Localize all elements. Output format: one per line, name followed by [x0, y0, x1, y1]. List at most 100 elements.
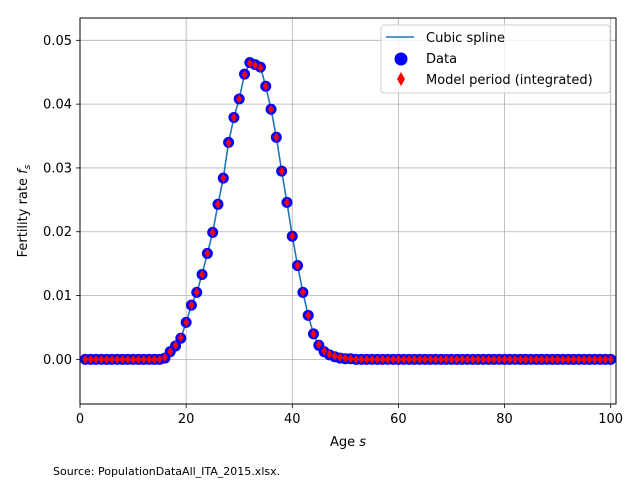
x-axis-ticks: 0 20 40 60 80 100: [76, 404, 623, 427]
model-point: [411, 354, 418, 364]
model-point: [114, 354, 121, 364]
model-point: [427, 354, 434, 364]
model-point: [92, 354, 99, 364]
x-tick-label: 0: [76, 412, 84, 427]
model-point: [230, 113, 237, 123]
legend-data-swatch: [394, 52, 408, 66]
model-point: [310, 329, 317, 339]
model-points-layer: [82, 58, 614, 364]
model-point: [384, 354, 391, 364]
y-axis-ticks: 0.00 0.01 0.02 0.03 0.04 0.05: [43, 34, 80, 368]
model-point: [145, 354, 152, 364]
model-point: [199, 269, 206, 279]
model-point: [559, 354, 566, 364]
model-point: [87, 354, 94, 364]
x-tick-label: 80: [496, 412, 513, 427]
model-point: [597, 354, 604, 364]
model-point: [82, 354, 89, 364]
model-point: [533, 354, 540, 364]
legend-data-label: Data: [426, 52, 457, 67]
model-point: [575, 354, 582, 364]
model-point: [485, 354, 492, 364]
model-point: [278, 166, 285, 176]
model-point: [183, 317, 190, 327]
model-point: [252, 60, 259, 70]
model-point: [167, 347, 174, 357]
model-point: [177, 333, 184, 343]
legend-model-label: Model period (integrated): [426, 73, 593, 88]
model-point: [549, 354, 556, 364]
model-point: [204, 248, 211, 258]
model-point: [368, 354, 375, 364]
model-point: [480, 354, 487, 364]
legend-model-swatch: [397, 72, 405, 86]
model-point: [193, 287, 200, 297]
model-point: [416, 354, 423, 364]
y-tick-label: 0.02: [43, 225, 72, 240]
model-point: [395, 354, 402, 364]
model-point: [289, 231, 296, 241]
model-point: [305, 310, 312, 320]
model-point: [490, 354, 497, 364]
model-point: [342, 353, 349, 363]
y-tick-label: 0.00: [43, 353, 72, 368]
x-tick-label: 40: [284, 412, 301, 427]
model-point: [315, 340, 322, 350]
model-point: [390, 354, 397, 364]
model-point: [108, 354, 115, 364]
model-point: [501, 354, 508, 364]
plot-frame: [79, 17, 617, 405]
legend: Cubic spline Data Model period (integrat…: [380, 24, 611, 94]
model-point: [565, 354, 572, 364]
model-point: [512, 354, 519, 364]
model-point: [522, 354, 529, 364]
model-point: [135, 354, 142, 364]
y-tick-label: 0.03: [43, 161, 72, 176]
model-point: [464, 354, 471, 364]
model-point: [326, 349, 333, 359]
model-point: [140, 354, 147, 364]
model-point: [469, 354, 476, 364]
model-point: [554, 354, 561, 364]
model-point: [103, 354, 110, 364]
model-point: [496, 354, 503, 364]
legend-box: [380, 24, 611, 94]
model-point: [321, 346, 328, 356]
model-point: [161, 352, 168, 362]
model-point: [432, 354, 439, 364]
model-point: [124, 354, 131, 364]
model-point: [241, 70, 248, 80]
model-point: [236, 94, 243, 104]
model-point: [119, 354, 126, 364]
model-point: [273, 132, 280, 142]
model-point: [188, 300, 195, 310]
model-point: [225, 138, 232, 148]
model-point: [358, 354, 365, 364]
x-tick-label: 60: [390, 412, 407, 427]
model-point: [257, 63, 264, 73]
model-point: [570, 354, 577, 364]
model-point: [406, 354, 413, 364]
model-point: [607, 354, 614, 364]
x-axis-label: Age s: [330, 435, 366, 450]
model-point: [209, 227, 216, 237]
model-point: [156, 354, 163, 364]
model-point: [331, 351, 338, 361]
model-point: [475, 354, 482, 364]
model-point: [437, 354, 444, 364]
model-point: [374, 354, 381, 364]
model-point: [544, 354, 551, 364]
model-point: [352, 354, 359, 364]
model-point: [538, 354, 545, 364]
model-point: [262, 81, 269, 91]
model-point: [172, 340, 179, 350]
model-point: [246, 58, 253, 68]
model-point: [443, 354, 450, 364]
model-point: [586, 354, 593, 364]
model-point: [581, 354, 588, 364]
model-point: [400, 354, 407, 364]
model-point: [506, 354, 513, 364]
source-note: Source: PopulationDataAll_ITA_2015.xlsx.: [53, 465, 280, 478]
model-point: [283, 197, 290, 207]
